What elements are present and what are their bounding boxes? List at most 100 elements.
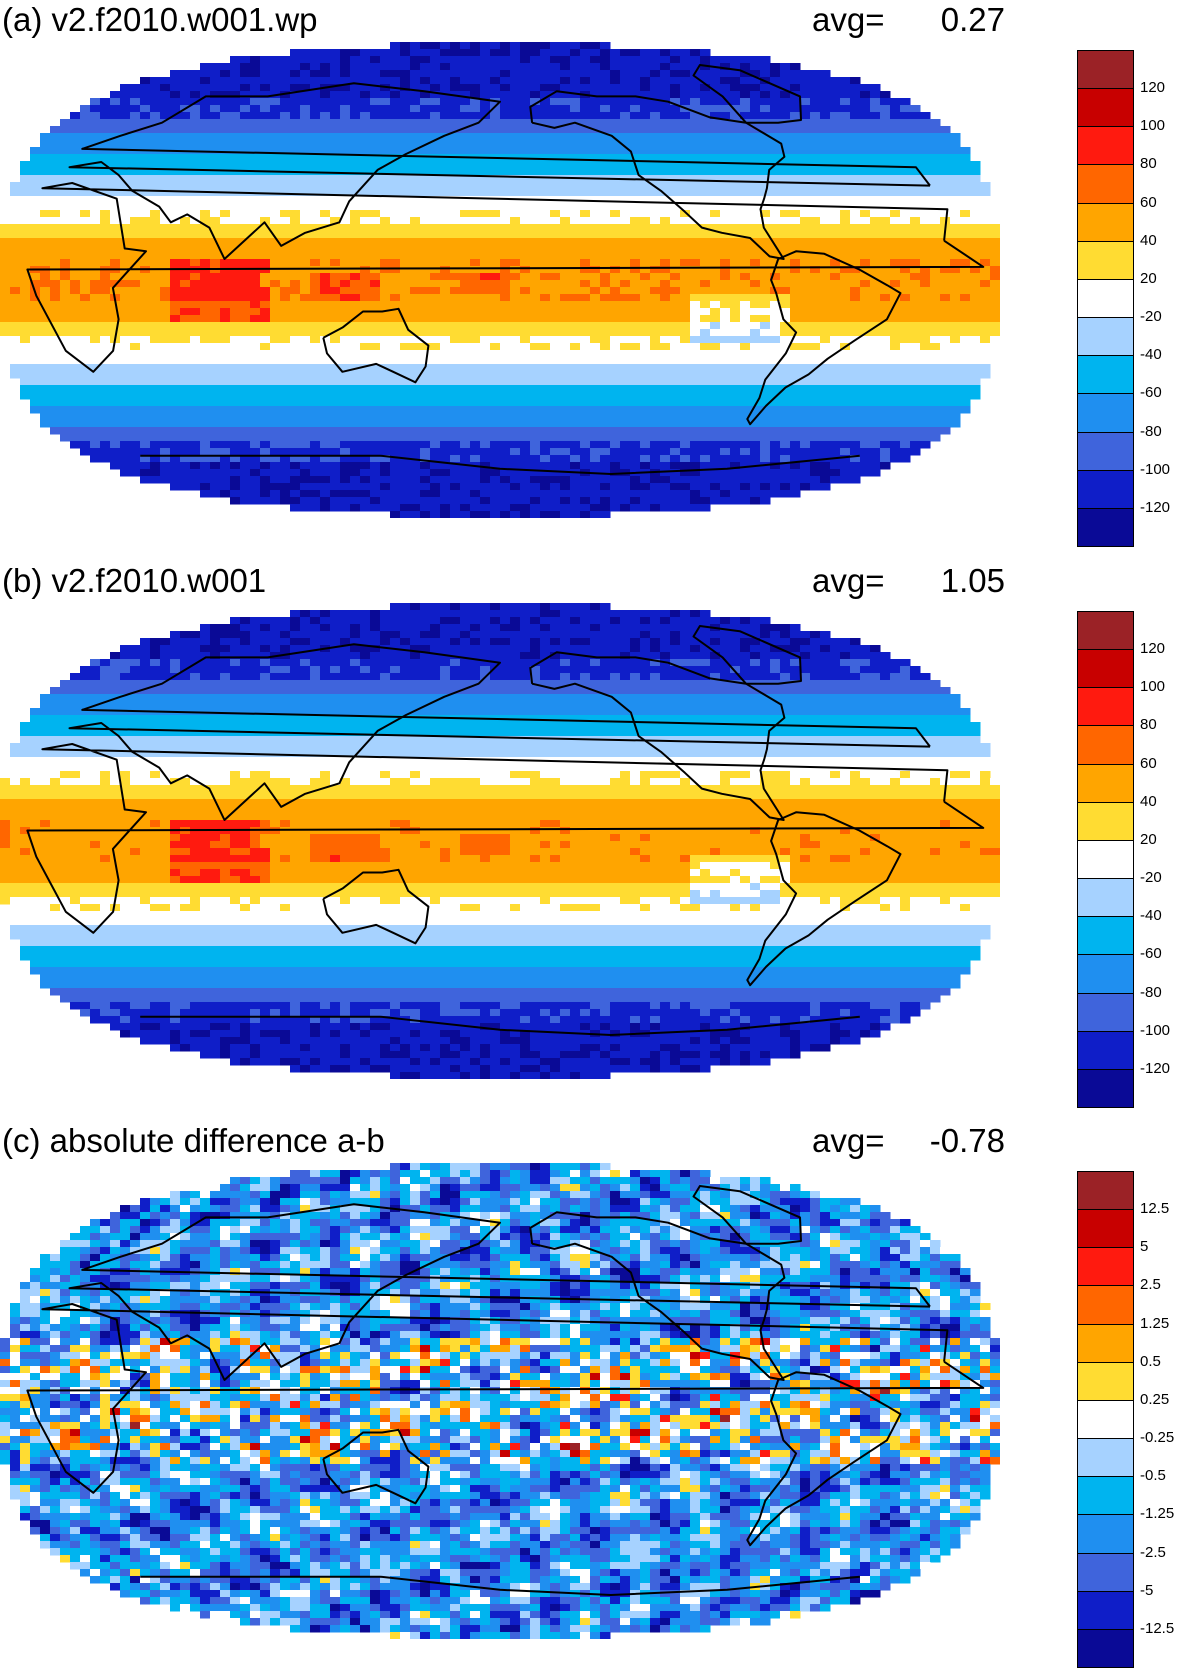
field-cell (130, 420, 141, 428)
field-cell (60, 147, 71, 155)
field-cell (220, 378, 231, 386)
field-cell (840, 133, 851, 141)
field-cell (440, 63, 451, 71)
field-cell (470, 126, 481, 134)
field-cell (880, 182, 891, 190)
field-cell (320, 294, 331, 302)
field-cell (260, 392, 271, 400)
field-cell (650, 287, 661, 295)
field-cell (690, 105, 701, 113)
field-cell (210, 175, 221, 183)
field-cell (60, 357, 71, 365)
field-cell (340, 371, 351, 379)
field-cell (90, 301, 101, 309)
field-cell (560, 273, 571, 281)
field-cell (510, 329, 521, 337)
field-cell (160, 294, 171, 302)
field-cell (820, 196, 831, 204)
field-cell (250, 329, 261, 337)
field-cell (250, 322, 261, 330)
field-cell (660, 238, 671, 246)
field-cell (340, 413, 351, 421)
field-cell (570, 392, 581, 400)
field-cell (490, 420, 501, 428)
field-cell (710, 259, 721, 267)
field-cell (740, 210, 751, 218)
field-cell (620, 49, 631, 57)
field-cell (340, 112, 351, 120)
field-cell (230, 322, 241, 330)
field-cell (350, 147, 361, 155)
field-cell (680, 210, 691, 218)
field-cell (290, 175, 301, 183)
field-cell (680, 252, 691, 260)
field-cell (830, 273, 841, 281)
field-cell (190, 385, 201, 393)
field-cell (620, 56, 631, 64)
field-cell (140, 413, 151, 421)
field-cell (940, 280, 951, 288)
field-cell (870, 252, 881, 260)
field-cell (240, 420, 251, 428)
field-cell (720, 119, 731, 127)
field-cell (390, 364, 401, 372)
field-cell (700, 119, 711, 127)
field-cell (110, 245, 121, 253)
field-cell (180, 322, 191, 330)
field-cell (300, 420, 311, 428)
field-cell (560, 378, 571, 386)
field-cell (800, 266, 811, 274)
field-cell (600, 385, 611, 393)
field-cell (260, 98, 271, 106)
field-cell (710, 329, 721, 337)
field-cell (860, 217, 871, 225)
field-cell (690, 189, 701, 197)
field-cell (440, 189, 451, 197)
field-cell (830, 413, 841, 421)
field-cell (710, 343, 721, 351)
field-cell (150, 217, 161, 225)
field-cell (900, 385, 911, 393)
field-cell (170, 350, 181, 358)
field-cell (630, 63, 641, 71)
field-cell (70, 413, 81, 421)
field-cell (410, 420, 421, 428)
field-cell (970, 378, 981, 386)
field-cell (340, 168, 351, 176)
field-cell (440, 77, 451, 85)
field-cell (720, 385, 731, 393)
field-cell (910, 203, 921, 211)
field-cell (130, 84, 141, 92)
field-cell (450, 140, 461, 148)
field-cell (820, 308, 831, 316)
field-cell (880, 252, 891, 260)
field-cell (740, 364, 751, 372)
field-cell (710, 336, 721, 344)
field-cell (540, 42, 551, 50)
field-cell (290, 154, 301, 162)
field-cell (190, 224, 201, 232)
field-cell (600, 266, 611, 274)
field-cell (510, 245, 521, 253)
field-cell (650, 168, 661, 176)
field-cell (130, 336, 141, 344)
field-cell (880, 287, 891, 295)
field-cell (870, 385, 881, 393)
field-cell (470, 231, 481, 239)
field-cell (480, 56, 491, 64)
field-cell (70, 252, 81, 260)
field-cell (220, 329, 231, 337)
field-cell (330, 392, 341, 400)
field-cell (710, 294, 721, 302)
field-cell (400, 266, 411, 274)
field-cell (780, 364, 791, 372)
field-cell (360, 70, 371, 78)
field-cell (910, 364, 921, 372)
field-cell (170, 196, 181, 204)
field-cell (560, 280, 571, 288)
field-cell (170, 91, 181, 99)
field-cell (160, 385, 171, 393)
field-cell (430, 175, 441, 183)
field-cell (870, 378, 881, 386)
field-cell (420, 343, 431, 351)
